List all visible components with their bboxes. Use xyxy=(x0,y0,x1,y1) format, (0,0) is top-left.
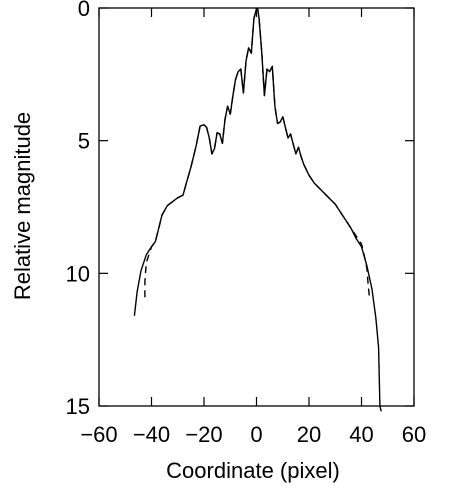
tick-labels-layer: −60 −40 −20 0 20 40 60 0 5 10 15 xyxy=(66,0,427,447)
y-axis-label: Relative magnitude xyxy=(10,112,35,300)
y-tick-label: 10 xyxy=(66,261,90,286)
x-tick-label: 40 xyxy=(349,422,373,447)
x-axis-label: Coordinate (pixel) xyxy=(166,458,340,483)
x-tick-label: 20 xyxy=(297,422,321,447)
x-tick-label: −40 xyxy=(133,422,170,447)
dashed-series-line xyxy=(144,7,371,298)
plot-frame xyxy=(98,7,415,407)
x-tick-label: −20 xyxy=(185,422,222,447)
x-tick-label: −60 xyxy=(80,422,117,447)
x-tick-label: 60 xyxy=(402,422,426,447)
y-tick-label: 15 xyxy=(66,394,90,419)
y-tick-label: 0 xyxy=(78,0,90,21)
x-tick-label: 0 xyxy=(250,422,262,447)
y-tick-label: 5 xyxy=(78,129,90,154)
